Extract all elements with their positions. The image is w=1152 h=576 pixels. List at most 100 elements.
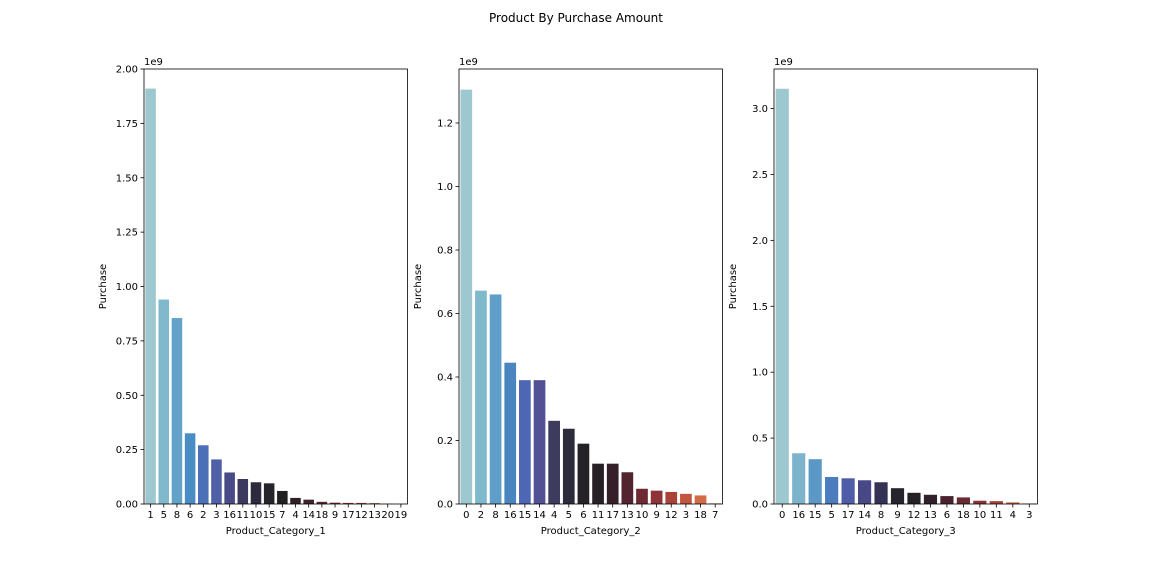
y-tick-label: 0.50 — [116, 391, 138, 402]
bar — [890, 488, 905, 504]
y-tick-label: 0.6 — [437, 309, 453, 320]
y-tick-label: 0.75 — [116, 336, 138, 347]
x-tick-label: 3 — [1026, 510, 1032, 521]
y-offset-label: 1e9 — [144, 57, 163, 68]
y-tick-label: 0.2 — [437, 436, 453, 447]
bar — [825, 476, 839, 504]
bar — [504, 362, 517, 504]
y-tick-label: 1.00 — [116, 282, 138, 293]
plot-frame — [773, 68, 1038, 505]
bar — [356, 502, 367, 504]
x-tick-label: 9 — [894, 510, 900, 521]
x-tick-label: 6 — [187, 510, 193, 521]
y-offset-label: 1e9 — [774, 57, 793, 68]
bar — [460, 89, 473, 504]
bar — [475, 290, 487, 504]
x-tick-label: 6 — [580, 510, 586, 521]
bar — [775, 88, 789, 505]
bar — [198, 445, 209, 504]
x-tick-label: 13 — [621, 510, 634, 521]
x-tick-label: 3 — [213, 510, 219, 521]
bar — [519, 380, 531, 504]
bar — [940, 496, 954, 504]
x-tick-label: 4 — [551, 510, 557, 521]
y-offset-label: 1e9 — [459, 57, 478, 68]
x-tick-label: 11 — [990, 510, 1003, 521]
x-tick-label: 5 — [566, 510, 572, 521]
x-tick-label: 2 — [200, 510, 206, 521]
chart-panel-3: 0 16 15 5 17 14 8 9 12 13 6 18 10 11 4 3 0.0 0.5 1.0 1.5 2.0… — [728, 57, 1038, 537]
y-tick-label: 1.75 — [116, 119, 138, 130]
bar — [316, 501, 328, 504]
plot-frame — [143, 68, 408, 505]
x-tick-label: 10 — [636, 510, 649, 521]
bar — [533, 380, 546, 504]
plot-frame — [458, 68, 723, 505]
x-tick-label: 12 — [355, 510, 368, 521]
y-tick-label: 2.0 — [752, 236, 768, 247]
x-tick-label: 8 — [878, 510, 884, 521]
x-tick-label: 7 — [279, 510, 285, 521]
bar — [650, 490, 663, 504]
bar — [562, 428, 575, 504]
bar — [250, 482, 262, 504]
subplots: 1 5 8 6 2 3 16 11 10 15 7 4 14 18 9 17 12 13 20 190.000.250… — [98, 57, 1038, 537]
bar — [792, 453, 806, 504]
y-tick-label: 1.50 — [116, 173, 138, 184]
bar — [303, 499, 314, 504]
y-tick-label: 1.25 — [116, 228, 138, 239]
y-tick-label: 2.5 — [752, 170, 768, 181]
x-tick-label: 4 — [1010, 510, 1016, 521]
y-tick-label: 0.0 — [437, 500, 453, 511]
x-tick-label: 18 — [694, 510, 707, 521]
x-axis-label: Product_Category_3 — [856, 526, 956, 537]
y-tick-label: 3.0 — [752, 104, 768, 115]
figure-title: Product By Purchase Amount — [489, 11, 663, 25]
x-tick-label: 4 — [292, 510, 298, 521]
bar — [973, 500, 987, 504]
x-tick-label: 7 — [712, 510, 718, 521]
y-tick-label: 0.0 — [752, 500, 768, 511]
x-axis-label: Product_Category_2 — [541, 526, 641, 537]
bar — [636, 488, 648, 504]
bar — [606, 463, 619, 504]
x-tick-label: 17 — [842, 510, 855, 521]
bar — [237, 478, 249, 504]
x-axis-label: Product_Category_1 — [226, 526, 326, 537]
x-tick-label: 14 — [302, 510, 315, 521]
x-tick-label: 16 — [223, 510, 236, 521]
bar — [694, 495, 707, 504]
y-tick-label: 0.25 — [116, 445, 138, 456]
chart-panel-1: 1 5 8 6 2 3 16 11 10 15 7 4 14 18 9 17 12 13 20 190.000.250… — [98, 57, 408, 537]
x-tick-label: 0 — [779, 510, 785, 521]
x-tick-label: 15 — [809, 510, 822, 521]
y-tick-label: 2.00 — [116, 65, 138, 76]
bar — [923, 494, 938, 504]
x-tick-label: 16 — [792, 510, 805, 521]
x-tick-label: 3 — [683, 510, 689, 521]
x-tick-label: 9 — [332, 510, 338, 521]
x-tick-label: 15 — [519, 510, 532, 521]
y-axis-label: Purchase — [728, 264, 739, 309]
x-tick-label: 17 — [342, 510, 355, 521]
bar — [158, 299, 170, 504]
x-tick-label: 18 — [315, 510, 328, 521]
bar — [592, 463, 604, 504]
y-tick-label: 0.8 — [437, 245, 453, 256]
bar — [577, 443, 590, 504]
bar — [211, 459, 222, 504]
x-tick-label: 19 — [395, 510, 408, 521]
x-tick-label: 17 — [606, 510, 619, 521]
x-tick-label: 2 — [478, 510, 484, 521]
bar — [342, 502, 354, 504]
x-tick-label: 20 — [381, 510, 394, 521]
y-tick-label: 0.00 — [116, 500, 138, 511]
x-tick-label: 11 — [236, 510, 249, 521]
x-tick-label: 13 — [924, 510, 937, 521]
x-tick-label: 18 — [957, 510, 970, 521]
bar — [290, 497, 301, 504]
y-axis-label: Purchase — [413, 264, 424, 309]
x-tick-label: 0 — [463, 510, 469, 521]
x-tick-label: 10 — [250, 510, 263, 521]
x-tick-label: 16 — [504, 510, 517, 521]
